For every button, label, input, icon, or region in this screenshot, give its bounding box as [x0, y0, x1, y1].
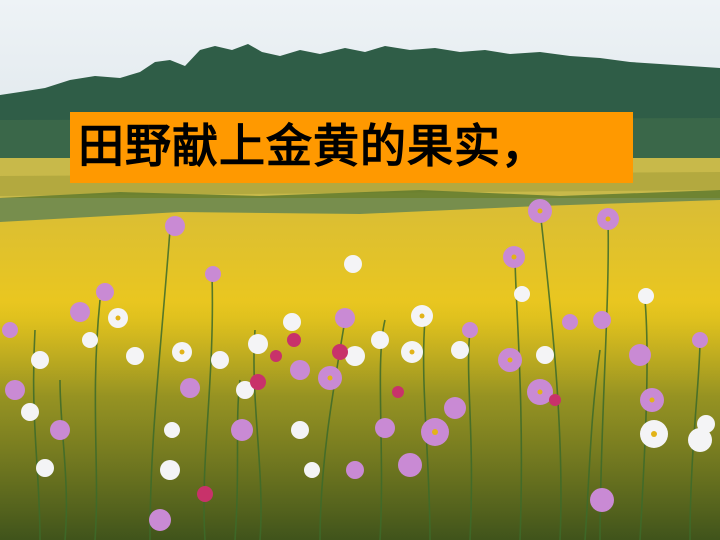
white-cosmos: [21, 255, 715, 480]
magenta-cosmos: [197, 333, 561, 502]
caption-box: 田野献上金黄的果实，: [70, 112, 633, 183]
flower-centers: [115, 208, 657, 437]
caption-text: 田野献上金黄的果实，: [78, 119, 548, 173]
pink-cosmos: [2, 199, 708, 531]
